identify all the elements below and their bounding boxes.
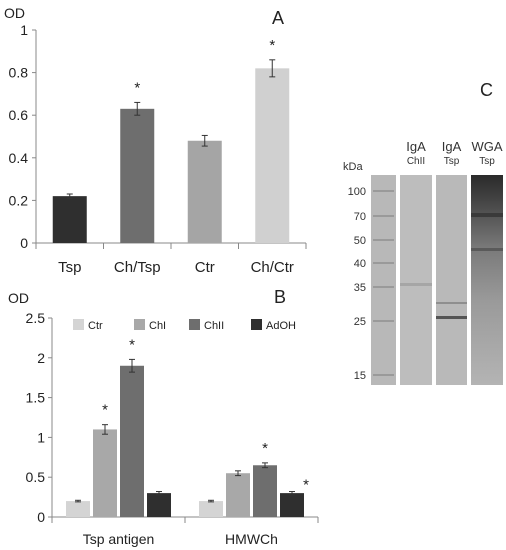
blot-marker-label: 100 [348,186,366,198]
blot-band [471,213,503,217]
blot-lane [400,175,432,385]
chart-a-category-label: Ch/Ctr [251,259,294,276]
chart-a-bar [52,196,87,243]
chart-a-category-label: Ctr [195,259,215,276]
chart-a-y-tick-label: 1 [20,22,28,38]
blot-marker-label: 40 [354,258,366,270]
chart-b-significance-mark: * [303,477,309,494]
blot-lane-sublabel: Tsp [479,156,495,167]
blot-ladder-band [373,190,394,192]
chart-a-panel-letter: A [272,8,284,28]
chart-b-legend-label: Ctr [88,320,103,332]
blot-unit-label: kDa [343,161,363,173]
blot-lane-label: IgA [406,139,426,154]
blot-ladder-band [373,320,394,322]
blot-marker-label: 25 [354,316,366,328]
chart-b-bar [253,465,277,517]
blot-band [436,316,467,319]
chart-b-significance-mark: * [102,402,108,419]
chart-b-bar [120,365,144,517]
chart-a-y-tick-label: 0.4 [9,150,29,166]
chart-b-panel-letter: B [274,287,286,307]
chart-a-category-label: Ch/Tsp [114,259,161,276]
chart-b-category-label: HMWCh [225,531,278,547]
chart-a-significance-mark: * [269,37,275,54]
blot-marker-label: 50 [354,235,366,247]
chart-b-bar [93,429,117,517]
chart-b-legend-swatch [189,319,200,330]
chart-b-significance-mark: * [129,336,135,353]
blot-lane-label: WGA [471,139,502,154]
chart-b-bar [147,493,171,517]
chart-b-legend-label: AdOH [266,320,296,332]
blot-marker-label: 15 [354,370,366,382]
blot-lane [436,175,467,385]
chart-b-legend-label: ChII [204,320,224,332]
chart-b-y-tick-label: 0 [37,509,45,525]
blot-marker-label: 70 [354,211,366,223]
blot-panel-c: C kDa 100 70 50 40 35 25 15 IgA ChII IgA Tsp WGA Ts… [343,80,503,385]
chart-panel-a: OD A 0 0.2 0.4 0.6 0.8 1 Tsp * Ch/Tsp Ctr * Ch/Ctr [4,5,307,276]
blot-markers: 100 70 50 40 35 25 15 [348,175,396,385]
chart-b-bar [199,501,223,517]
blot-lane [471,175,503,385]
chart-a-category-label: Tsp [58,259,81,276]
chart-a-ylabel: OD [4,5,25,21]
chart-b-y-tick-label: 0.5 [26,469,46,485]
blot-marker-label: 35 [354,282,366,294]
chart-b-legend-swatch [73,319,84,330]
blot-lanes: IgA ChII IgA Tsp WGA Tsp [400,139,503,385]
chart-a-y-tick-label: 0 [20,235,28,251]
blot-ladder-band [373,374,394,376]
chart-b-bar [280,493,304,517]
blot-lane-label: IgA [442,139,462,154]
blot-ladder-band [373,262,394,264]
chart-a-significance-mark: * [134,79,140,96]
blot-ladder-band [373,215,394,217]
chart-b-ylabel: OD [8,290,29,306]
blot-panel-letter: C [480,80,493,100]
chart-b-legend-swatch [134,319,145,330]
chart-a-bar [120,108,155,243]
chart-b-significance-mark: * [262,440,268,457]
chart-b-category-label: Tsp antigen [83,531,155,547]
chart-a-bar [255,68,290,243]
chart-a-y-tick-label: 0.8 [9,65,29,81]
blot-lane-sublabel: ChII [407,156,425,167]
chart-a-y-tick-label: 0.6 [9,107,29,123]
blot-lane-sublabel: Tsp [444,156,460,167]
blot-band [436,302,467,304]
blot-band [400,283,432,286]
blot-ladder-lane [371,175,396,385]
blot-band [471,248,503,251]
blot-ladder-band [373,239,394,241]
chart-b-y-tick-label: 2 [37,350,45,366]
chart-b-y-tick-label: 1.5 [26,390,46,406]
chart-b-y-tick-label: 1 [37,429,45,445]
chart-panel-b: OD B 0 0.5 1 1.5 2 2.5 * * Tsp antigen * * HMWCh Ctr… [8,287,319,547]
chart-b-legend-swatch [251,319,262,330]
chart-a-bar [187,140,222,243]
chart-b-legend-label: ChI [149,320,166,332]
blot-ladder-band [373,286,394,288]
chart-a-y-tick-label: 0.2 [9,192,29,208]
chart-b-y-tick-label: 2.5 [26,310,46,326]
chart-b-bar [226,473,250,517]
chart-b-bar [66,501,90,517]
